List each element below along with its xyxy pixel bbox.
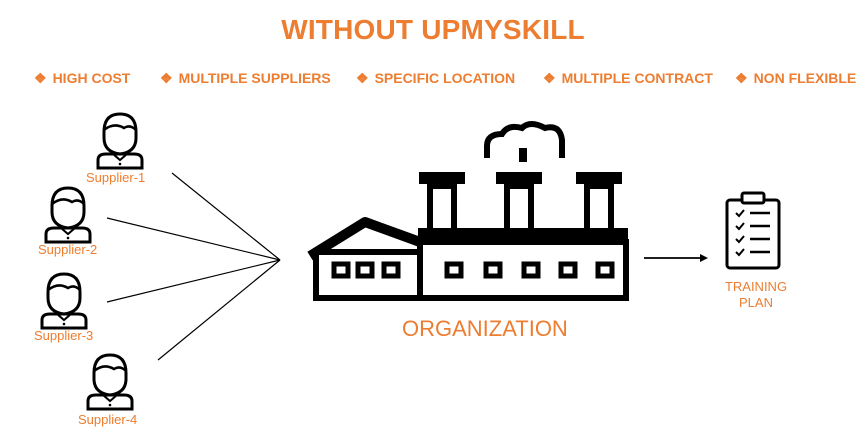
supplier-connectors bbox=[106, 172, 281, 361]
organization-label: ORGANIZATION bbox=[402, 316, 568, 341]
connector-line bbox=[106, 259, 281, 303]
person-icon bbox=[96, 112, 144, 170]
diamond-bullet-icon: ❖ bbox=[735, 70, 748, 86]
diagram-title: WITHOUT UPMYSKILL bbox=[281, 14, 585, 45]
diamond-bullet-icon: ❖ bbox=[160, 70, 173, 86]
arrow-icon bbox=[644, 254, 708, 262]
connector-line bbox=[106, 217, 281, 261]
connector-line bbox=[171, 172, 281, 261]
supplier-label: Supplier-4 bbox=[78, 412, 138, 427]
diamond-bullet-icon: ❖ bbox=[34, 70, 47, 86]
diamond-bullet-icon: ❖ bbox=[356, 70, 369, 86]
supplier-label: Supplier-2 bbox=[38, 242, 98, 257]
drawback-item: ❖ NON FLEXIBLE bbox=[735, 70, 857, 86]
drawback-item: ❖ SPECIFIC LOCATION bbox=[356, 70, 516, 86]
drawback-item: ❖ MULTIPLE SUPPLIERS bbox=[160, 70, 331, 86]
person-icon bbox=[86, 353, 134, 411]
drawback-item: ❖ MULTIPLE CONTRACT bbox=[543, 70, 713, 86]
diamond-bullet-icon: ❖ bbox=[543, 70, 556, 86]
drawbacks-list: ❖ HIGH COST ❖ MULTIPLE SUPPLIERS ❖ SPECIFIC… bbox=[0, 70, 866, 92]
connector-line bbox=[157, 259, 281, 361]
person-icon bbox=[40, 272, 88, 330]
training-plan-label: TRAINING PLAN bbox=[724, 279, 788, 310]
person-icon bbox=[44, 186, 92, 244]
clipboard-checklist-icon bbox=[725, 191, 781, 270]
drawback-item: ❖ HIGH COST bbox=[34, 70, 131, 86]
factory-icon bbox=[307, 121, 629, 301]
supplier-label: Supplier-1 bbox=[86, 170, 146, 185]
supplier-label: Supplier-3 bbox=[34, 328, 94, 343]
